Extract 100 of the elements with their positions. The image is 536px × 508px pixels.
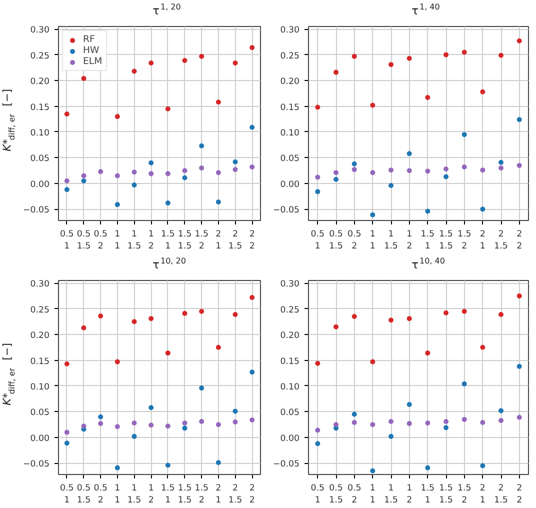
point bbox=[165, 106, 170, 112]
point bbox=[148, 171, 154, 176]
x-tick-label: 2 2 bbox=[249, 230, 255, 252]
point bbox=[370, 102, 376, 108]
x-tick-label: 0.5 1.5 bbox=[76, 230, 91, 252]
point bbox=[315, 174, 320, 180]
x-tick-label: 1 1 bbox=[370, 230, 376, 252]
point bbox=[98, 169, 104, 174]
point bbox=[516, 364, 522, 369]
legend-label: RF bbox=[83, 34, 96, 45]
x-tick-label: 1 1.5 bbox=[384, 230, 398, 252]
x-tick-label: 0.5 2 bbox=[94, 484, 108, 506]
point bbox=[182, 175, 188, 180]
point bbox=[516, 117, 522, 122]
y-tick-label: 0.10 bbox=[280, 128, 300, 138]
point bbox=[370, 170, 376, 176]
point bbox=[148, 422, 154, 428]
point bbox=[165, 350, 170, 356]
point bbox=[480, 420, 486, 426]
point bbox=[352, 161, 357, 166]
point bbox=[352, 420, 357, 426]
point bbox=[334, 170, 338, 176]
point bbox=[425, 208, 430, 214]
point bbox=[444, 174, 448, 180]
point bbox=[182, 426, 188, 431]
point bbox=[114, 424, 120, 430]
point bbox=[114, 114, 120, 120]
point bbox=[315, 441, 320, 446]
point bbox=[334, 70, 338, 75]
point bbox=[182, 420, 188, 426]
point bbox=[444, 310, 448, 316]
point bbox=[232, 408, 238, 414]
point bbox=[388, 318, 394, 323]
point bbox=[232, 312, 238, 317]
point bbox=[425, 420, 430, 426]
point bbox=[370, 359, 376, 364]
point bbox=[98, 414, 104, 420]
x-tick-label: 1.5 1.5 bbox=[439, 230, 453, 252]
point bbox=[406, 421, 412, 426]
y-tick-label: 0.00 bbox=[280, 434, 300, 444]
point bbox=[315, 360, 320, 366]
point bbox=[315, 104, 320, 110]
x-tick-label: 2 1.5 bbox=[228, 230, 242, 252]
point bbox=[516, 293, 522, 298]
point bbox=[444, 166, 448, 172]
point bbox=[444, 419, 448, 424]
point bbox=[132, 319, 137, 324]
x-tick-label: 1.5 2 bbox=[457, 230, 472, 252]
y-tick-label: 0.30 bbox=[30, 26, 50, 36]
point bbox=[114, 202, 120, 208]
y-tick-label: 0.15 bbox=[280, 102, 300, 113]
point bbox=[425, 350, 430, 356]
x-tick-label: 0.5 1 bbox=[60, 484, 74, 506]
point bbox=[388, 183, 394, 188]
point bbox=[498, 166, 504, 171]
y-tick-label: 0.00 bbox=[30, 434, 50, 444]
y-tick-label: 0.15 bbox=[280, 356, 300, 367]
point bbox=[444, 52, 448, 58]
point bbox=[81, 76, 86, 81]
point bbox=[406, 56, 412, 61]
point bbox=[132, 420, 137, 426]
point bbox=[199, 308, 204, 314]
y-tick-label: 0.25 bbox=[30, 51, 50, 62]
point bbox=[406, 168, 412, 174]
x-tick-label: 1.5 1 bbox=[420, 484, 435, 506]
point bbox=[165, 171, 170, 176]
point bbox=[516, 162, 522, 168]
point bbox=[64, 430, 70, 435]
x-tick-label: 1 1.5 bbox=[384, 484, 398, 506]
point bbox=[352, 412, 357, 417]
point bbox=[462, 381, 467, 386]
y-tick-label: 0.05 bbox=[280, 408, 300, 418]
point bbox=[81, 178, 86, 184]
point bbox=[81, 424, 86, 429]
x-tick-label: 2 1.5 bbox=[494, 230, 508, 252]
point bbox=[250, 417, 255, 422]
point bbox=[148, 160, 154, 166]
x-tick-label: 0.5 2 bbox=[347, 230, 362, 252]
point bbox=[98, 421, 104, 426]
point bbox=[498, 408, 504, 414]
point bbox=[81, 325, 86, 330]
point bbox=[462, 164, 467, 170]
x-tick-label: 1.5 1 bbox=[420, 230, 435, 252]
x-tick-label: 2 1.5 bbox=[494, 484, 508, 506]
point bbox=[232, 60, 238, 66]
y-tick-label: 0.10 bbox=[30, 382, 50, 392]
x-tick-label: 2 1.5 bbox=[228, 484, 242, 506]
point bbox=[388, 168, 394, 173]
x-tick-label: 1 2 bbox=[406, 484, 412, 506]
point bbox=[148, 316, 154, 322]
y-tick-label: 0.20 bbox=[280, 77, 300, 88]
point bbox=[370, 468, 376, 474]
x-tick-label: 0.5 2 bbox=[347, 484, 362, 506]
point bbox=[132, 182, 137, 188]
y-tick-label: 0.05 bbox=[30, 408, 50, 418]
point bbox=[406, 316, 412, 322]
point bbox=[352, 314, 357, 320]
point bbox=[216, 100, 221, 105]
point bbox=[64, 440, 70, 446]
y-axis-title: K*diff, er [−] bbox=[0, 89, 16, 152]
